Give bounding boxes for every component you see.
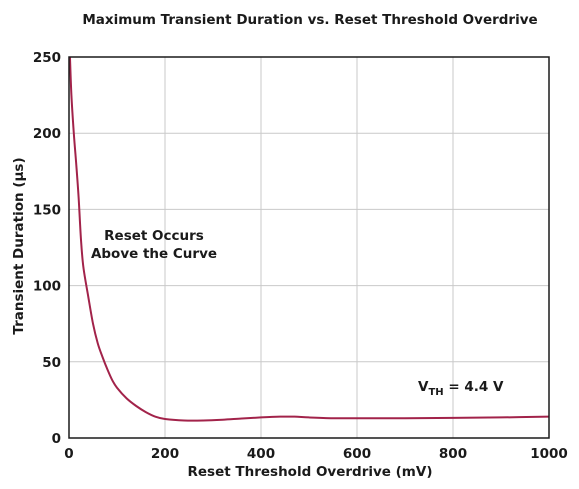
tick-labels: 0 200 400 600 800 1000 0 50 100 150 200 250 bbox=[33, 50, 568, 462]
annotation-vth-value: = 4.4 V bbox=[444, 379, 504, 395]
annotation-reset-line1: Reset Occurs bbox=[104, 228, 204, 244]
y-tick-label: 50 bbox=[42, 355, 61, 371]
y-tick-label: 250 bbox=[33, 50, 61, 66]
y-tick-label: 200 bbox=[33, 126, 61, 142]
x-tick-label: 1000 bbox=[530, 446, 568, 462]
series-layer bbox=[68, 56, 550, 422]
x-tick-label: 600 bbox=[343, 446, 371, 462]
y-tick-label: 150 bbox=[33, 202, 61, 218]
annotation-vth-subscript: TH bbox=[428, 387, 443, 398]
annotation-vth-main: V bbox=[418, 379, 429, 395]
annotation-reset-line2: Above the Curve bbox=[91, 246, 217, 262]
x-tick-label: 200 bbox=[151, 446, 179, 462]
x-tick-label: 800 bbox=[439, 446, 467, 462]
y-tick-label: 100 bbox=[33, 279, 61, 295]
annotation-vth: VTH = 4.4 V bbox=[418, 379, 504, 398]
chart-title: Maximum Transient Duration vs. Reset Thr… bbox=[82, 12, 537, 28]
y-axis-label: Transient Duration (μs) bbox=[11, 157, 27, 334]
series-line-0 bbox=[68, 56, 550, 422]
x-tick-label: 0 bbox=[64, 446, 73, 462]
plot-frame bbox=[68, 56, 550, 439]
x-axis-label: Reset Threshold Overdrive (mV) bbox=[188, 464, 433, 480]
y-tick-label: 0 bbox=[52, 431, 61, 447]
x-tick-label: 400 bbox=[247, 446, 275, 462]
